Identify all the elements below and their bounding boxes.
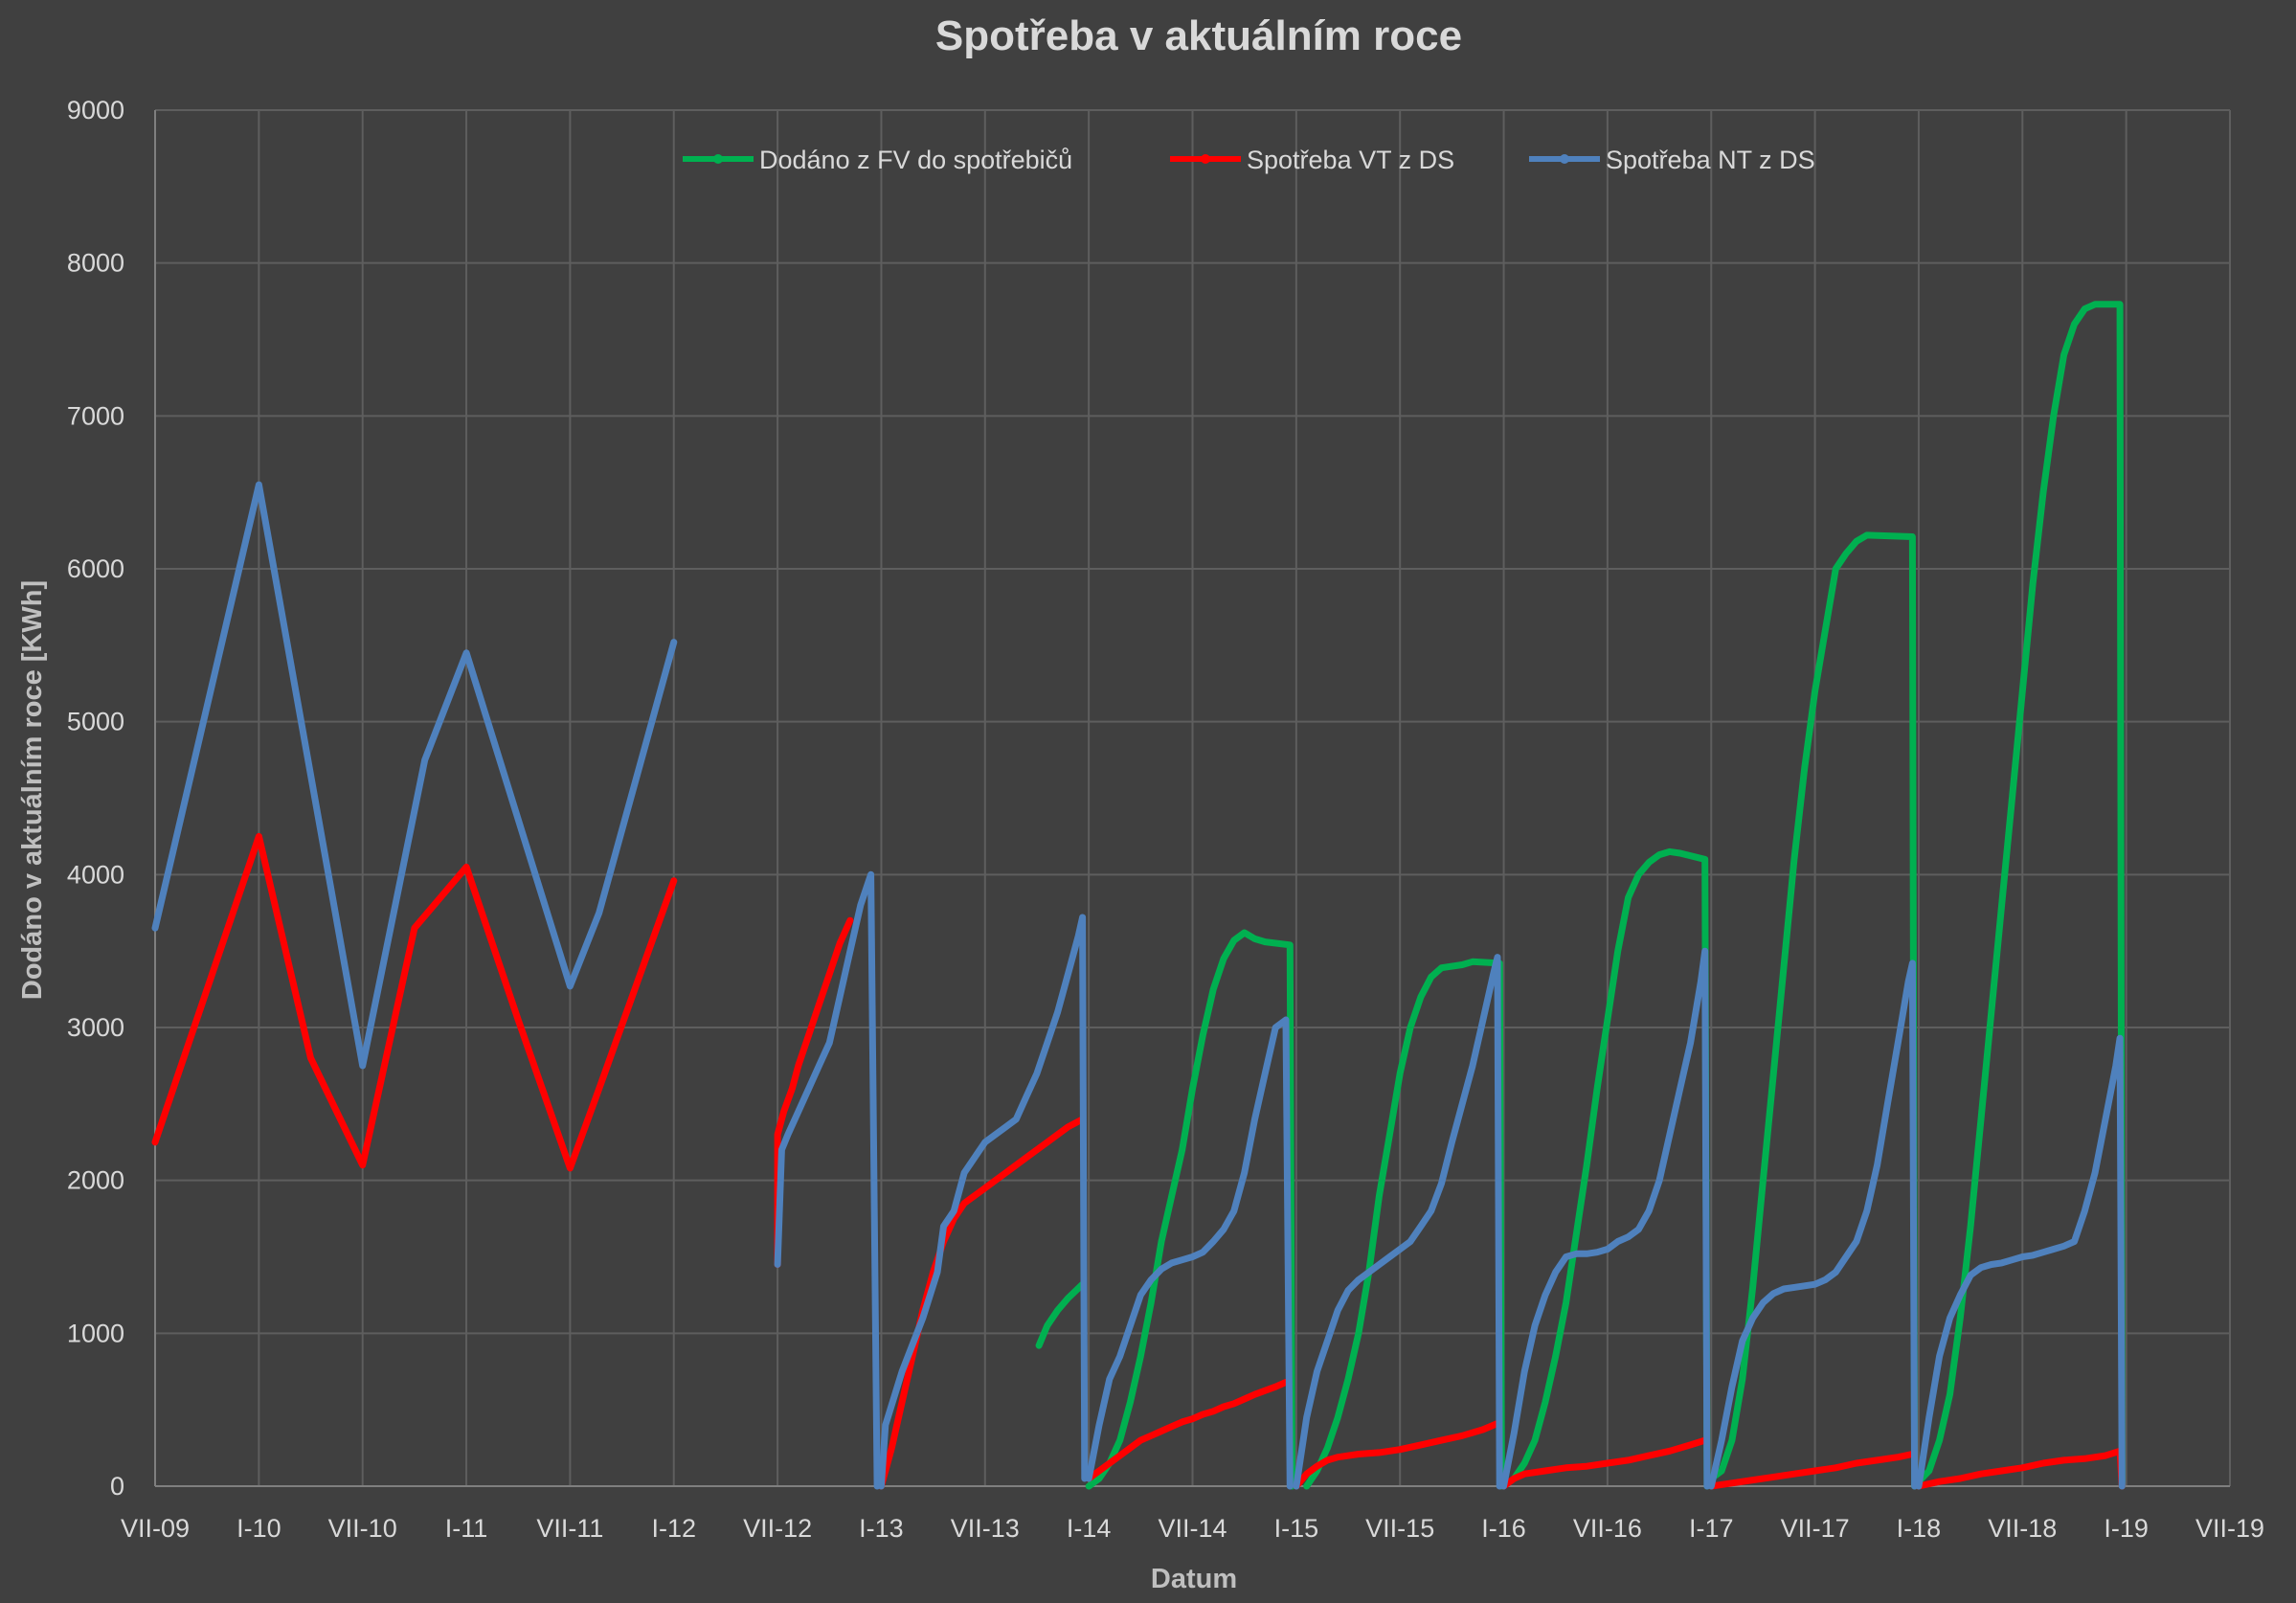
series-line-segment	[1035, 1280, 1087, 1349]
x-tick-label: I-18	[1897, 1514, 1942, 1543]
y-axis-title: Dodáno v aktuálním roce [KWh]	[17, 580, 48, 1000]
series-line-segment	[1085, 929, 1295, 1490]
x-tick-label: VII-10	[328, 1514, 397, 1543]
x-tick-label: VII-09	[121, 1514, 190, 1543]
series-line-segment	[774, 870, 881, 1490]
y-tick-label: 7000	[67, 401, 124, 430]
x-tick-label: I-17	[1689, 1514, 1734, 1543]
series-line-segment	[1500, 947, 1711, 1490]
y-tick-label: 1000	[67, 1319, 124, 1347]
x-tick-label: VII-14	[1158, 1514, 1227, 1543]
x-axis-title: Datum	[1151, 1564, 1237, 1594]
series-line-segment	[1293, 1420, 1501, 1490]
chart-title: Spotřeba v aktuálním roce	[935, 12, 1462, 59]
legend-label: Spotřeba NT z DS	[1606, 146, 1815, 174]
series-line-segment	[151, 481, 678, 1070]
series-3	[151, 481, 2126, 1490]
x-tick-label: VII-13	[951, 1514, 1020, 1543]
y-tick-label: 3000	[67, 1013, 124, 1042]
legend-marker	[713, 154, 723, 164]
x-tick-label: I-12	[651, 1514, 696, 1543]
x-axis-ticks: VII-09 I-10 VII-10 I-11 VII-11 I-12 VII-12 I-13…	[121, 1514, 2264, 1543]
series-line-segment	[1500, 1436, 1709, 1490]
x-tick-label: I-14	[1067, 1514, 1112, 1543]
y-tick-label: 9000	[67, 96, 124, 124]
x-tick-label: VII-16	[1573, 1514, 1642, 1543]
series-line-segment	[1707, 1451, 1916, 1490]
series-line-segment	[1707, 960, 1919, 1490]
series-line-segment	[1707, 531, 1919, 1490]
legend-marker	[1560, 154, 1569, 164]
y-tick-label: 4000	[67, 860, 124, 889]
series-line-segment	[1085, 1378, 1290, 1482]
x-tick-label: I-19	[2104, 1514, 2149, 1543]
y-tick-label: 0	[110, 1472, 124, 1501]
y-tick-label: 8000	[67, 249, 124, 278]
x-tick-label: VII-17	[1781, 1514, 1850, 1543]
x-tick-label: VII-15	[1365, 1514, 1434, 1543]
x-tick-label: I-13	[859, 1514, 904, 1543]
series-line-segment	[1915, 301, 2126, 1490]
series-line-segment	[877, 914, 1089, 1490]
y-tick-label: 5000	[67, 708, 124, 736]
series-2	[151, 832, 2126, 1490]
y-tick-label: 6000	[67, 554, 124, 583]
series-line-segment	[1085, 1016, 1294, 1490]
y-axis-ticks: 0 1000 2000 3000 4000 5000 6000 7000 8000 9000	[67, 96, 124, 1501]
x-tick-label: I-10	[236, 1514, 281, 1543]
x-tick-label: I-11	[445, 1514, 488, 1543]
x-tick-label: VII-11	[536, 1514, 603, 1543]
x-tick-label: I-15	[1274, 1514, 1319, 1543]
x-tick-label: VII-19	[2195, 1514, 2264, 1543]
y-tick-label: 2000	[67, 1166, 124, 1195]
series-line-segment	[151, 832, 678, 1172]
series-line-segment	[1293, 954, 1503, 1490]
series-line-segment	[877, 1116, 1087, 1490]
series-line-segment	[1510, 847, 1711, 1490]
legend: Dodáno z FV do spotřebičů Spotřeba VT z D…	[683, 146, 1815, 174]
series-line-segment	[774, 916, 854, 1268]
x-tick-label: VII-18	[1988, 1514, 2057, 1543]
series-1	[1035, 301, 2126, 1490]
legend-marker	[1201, 154, 1210, 164]
series-line-segment	[1915, 1447, 2126, 1490]
x-tick-label: VII-12	[743, 1514, 812, 1543]
grid	[154, 109, 2231, 1487]
series-lines	[151, 301, 2126, 1490]
x-tick-label: I-16	[1481, 1514, 1526, 1543]
series-line-segment	[1303, 958, 1505, 1490]
legend-label: Dodáno z FV do spotřebičů	[759, 146, 1072, 174]
legend-label: Spotřeba VT z DS	[1247, 146, 1454, 174]
series-line-segment	[1915, 1034, 2126, 1490]
